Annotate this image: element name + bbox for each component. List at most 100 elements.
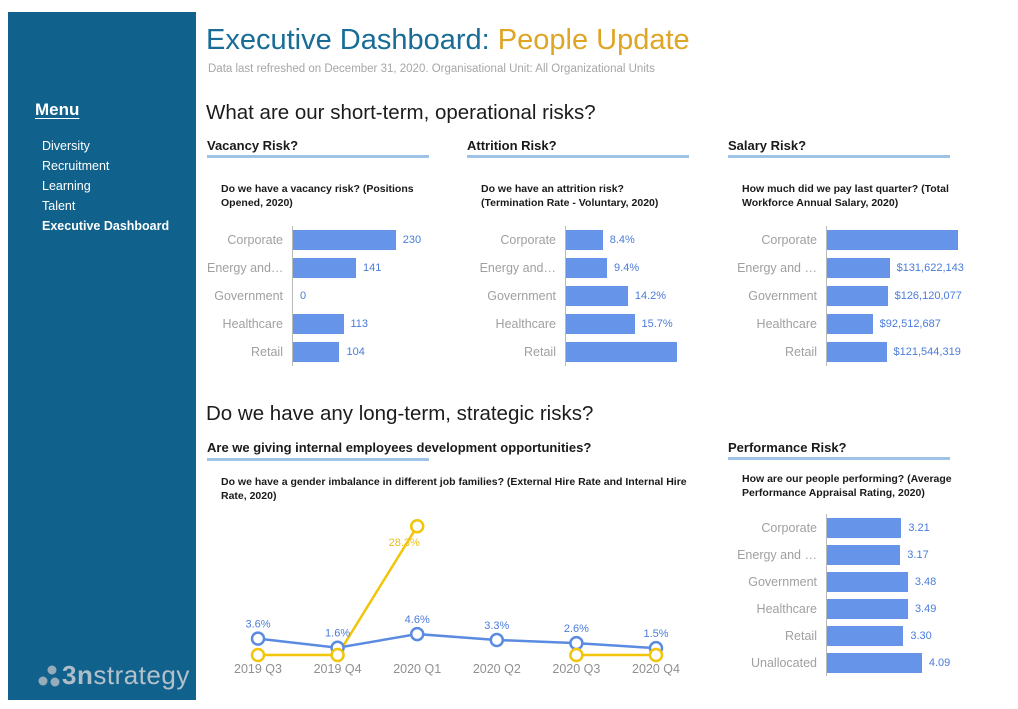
value-label: 9.4%: [614, 262, 640, 274]
bar[interactable]: [566, 286, 628, 306]
bar[interactable]: [566, 258, 608, 278]
data-point-label: 1.5%: [643, 628, 668, 640]
category-label: Unallocated: [750, 655, 817, 670]
data-point-marker[interactable]: [250, 647, 266, 663]
bar-track: 230: [292, 226, 442, 254]
bar[interactable]: [827, 286, 888, 306]
value-label: 3.48: [914, 575, 937, 588]
chart-title: Are we giving internal employees develop…: [207, 440, 592, 455]
bar-track: 9.4%: [565, 254, 680, 282]
bar-row: Corporate: [728, 226, 959, 254]
bar[interactable]: [566, 342, 678, 362]
bar-row: Healthcare $92,512,687: [728, 310, 959, 338]
bar-track: 141: [292, 254, 442, 282]
sidebar-item-recruitment[interactable]: Recruitment: [42, 159, 110, 173]
bar-track: 3.17: [826, 541, 941, 568]
bar[interactable]: [827, 517, 902, 538]
bar[interactable]: [827, 342, 887, 362]
chart-title: Performance Risk?: [728, 440, 847, 455]
sidebar-item-learning[interactable]: Learning: [42, 179, 91, 193]
data-point-marker[interactable]: [569, 647, 584, 663]
sidebar-item-executive-dashboard[interactable]: Executive Dashboard: [42, 219, 170, 233]
bar-row: Corporate 3.21: [728, 514, 941, 541]
bar-track: 3.21: [826, 514, 941, 541]
data-point-marker[interactable]: [489, 632, 505, 648]
bar-row: Government 14.2%: [467, 282, 680, 310]
sidebar-item-diversity[interactable]: Diversity: [42, 139, 90, 153]
bar[interactable]: [293, 342, 340, 362]
menu-title[interactable]: Menu: [35, 100, 80, 119]
bar-track: [565, 338, 680, 366]
bar-row: Government $126,120,077: [728, 282, 962, 310]
title-underline: [728, 155, 950, 158]
category-label: Energy and…: [207, 261, 284, 275]
series-line-hire-rate-blue: [257, 632, 657, 650]
title-underline: [728, 457, 950, 460]
bar-track: 3.49: [826, 595, 941, 622]
data-point-marker[interactable]: [569, 635, 584, 651]
value-label: 3.21: [908, 521, 930, 534]
bar-track: $131,622,143: [826, 254, 964, 282]
bar[interactable]: [827, 258, 890, 278]
x-tick-label: 2020 Q4: [632, 662, 680, 676]
data-point-label: 4.6%: [405, 614, 430, 626]
line-chart-plot: 28.3% 3.6% 1.6% 4.6% 3.3% 2.6% 1.5% 2019 Q3 2019…: [207, 503, 707, 700]
bar-row: Retail 3.30: [728, 622, 941, 649]
data-point-marker[interactable]: [250, 631, 266, 646]
title-underline: [467, 155, 689, 158]
category-label: Corporate: [227, 233, 283, 247]
bar-chart-plot: Corporate 230 Energy and… 141 Government 0 Hea…: [207, 226, 442, 366]
data-point-marker[interactable]: [409, 626, 425, 642]
category-label: Corporate: [761, 233, 817, 247]
logo: 3nstrategy: [38, 662, 190, 688]
data-point-label: 28.3%: [389, 537, 420, 549]
bar[interactable]: [827, 625, 904, 646]
value-label: $92,512,687: [879, 318, 941, 330]
bar-row: Government 0: [207, 282, 442, 310]
bar[interactable]: [827, 314, 873, 334]
data-point-label: 2.6%: [564, 623, 589, 635]
value-label: 230: [402, 234, 422, 246]
data-point-marker[interactable]: [648, 647, 664, 663]
value-label: 141: [363, 262, 382, 274]
category-label: Corporate: [761, 520, 817, 535]
chart-title: Attrition Risk?: [467, 138, 557, 153]
page-title-main: Executive Dashboard:: [206, 24, 498, 56]
data-point-marker[interactable]: [330, 647, 345, 663]
data-point-marker[interactable]: [409, 518, 425, 534]
bar-row: Retail $121,544,319: [728, 338, 961, 366]
bar[interactable]: [293, 258, 357, 278]
sidebar-item-talent[interactable]: Talent: [42, 199, 76, 213]
section-heading-short-term: What are our short-term, operational ris…: [206, 101, 596, 124]
bar[interactable]: [827, 571, 908, 592]
bar-row: Energy and… 9.4%: [467, 254, 680, 282]
bar[interactable]: [566, 314, 635, 334]
page-title-accent: People Update: [497, 24, 690, 56]
bar[interactable]: [293, 230, 396, 250]
bar[interactable]: [827, 652, 922, 673]
category-label: Healthcare: [756, 317, 817, 331]
bar[interactable]: [827, 598, 908, 619]
bar[interactable]: [293, 314, 344, 334]
logo-text-light: strategy: [93, 660, 190, 690]
bar-chart-plot: Corporate Energy and … $131,622,143 Governm…: [728, 226, 964, 366]
bar[interactable]: [827, 230, 958, 250]
line-chart-svg: 28.3% 3.6% 1.6% 4.6% 3.3% 2.6% 1.5% 2019 Q3 2019…: [234, 518, 680, 676]
value-label: 104: [346, 346, 365, 358]
category-label: Healthcare: [756, 601, 817, 616]
bar-row: Corporate 8.4%: [467, 226, 680, 254]
category-label: Retail: [251, 345, 283, 359]
bar[interactable]: [566, 230, 603, 250]
sidebar: Menu Diversity Recruitment Learning Talent E…: [8, 12, 196, 700]
bar-row: Corporate 230: [207, 226, 442, 254]
bar-track: $92,512,687: [826, 310, 959, 338]
bar-track: 104: [292, 338, 442, 366]
chart-subtitle: Do we have a gender imbalance in differe…: [221, 476, 687, 502]
chart-title: Salary Risk?: [728, 138, 807, 153]
bar-row: Energy and … $131,622,143: [728, 254, 964, 282]
bar-row: Energy and … 3.17: [728, 541, 941, 568]
value-label: 3.30: [910, 629, 932, 642]
category-label: Healthcare: [222, 317, 283, 331]
bar-row: Unallocated 4.09: [728, 649, 950, 676]
bar[interactable]: [827, 544, 901, 565]
